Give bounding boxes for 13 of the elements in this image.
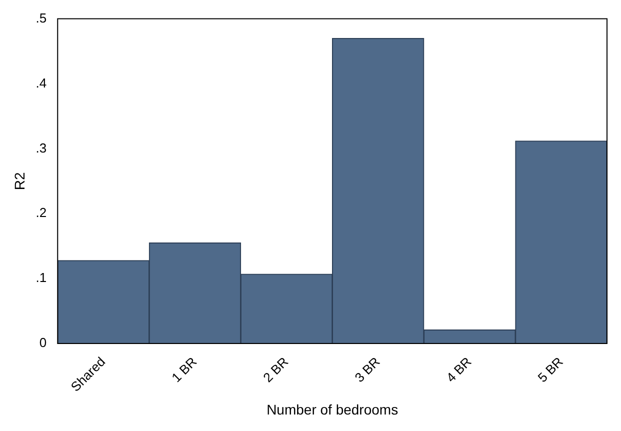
y-tick-label: .3 [36,140,47,156]
x-tick-label: 5 BR [534,354,566,386]
y-tick-label: .5 [36,10,47,26]
y-tick-label: .1 [36,270,47,286]
x-axis-title: Number of bedrooms [266,401,398,418]
y-tick-label: .2 [36,205,47,220]
x-tick-label: 3 BR [352,354,383,386]
x-tick-label: 1 BR [168,354,200,386]
y-tick-label: 0 [39,335,47,350]
x-tick-label: 2 BR [260,354,292,386]
y-tick-label: .4 [36,75,47,90]
y-axis-title: R2 [11,172,28,190]
x-tick-label: 4 BR [443,354,474,386]
